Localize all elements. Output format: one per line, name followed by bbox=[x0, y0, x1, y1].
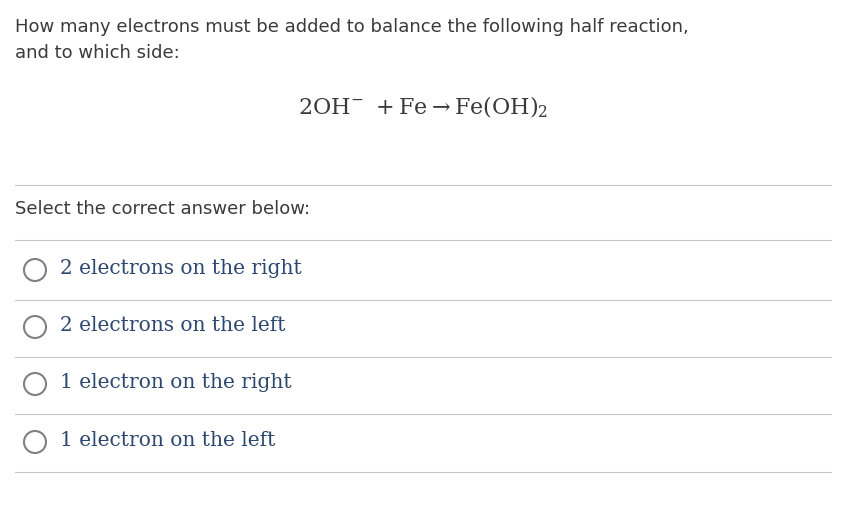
Text: $\mathregular{2OH^{-}}$$\mathregular{\ + Fe \rightarrow Fe(OH)_{2}}$: $\mathregular{2OH^{-}}$$\mathregular{\ +… bbox=[298, 95, 548, 120]
Text: How many electrons must be added to balance the following half reaction,: How many electrons must be added to bala… bbox=[15, 18, 689, 36]
Text: 2 electrons on the right: 2 electrons on the right bbox=[60, 259, 302, 278]
Text: 2 electrons on the left: 2 electrons on the left bbox=[60, 316, 285, 335]
Text: and to which side:: and to which side: bbox=[15, 44, 179, 62]
Text: 1 electron on the left: 1 electron on the left bbox=[60, 431, 276, 450]
Text: 1 electron on the right: 1 electron on the right bbox=[60, 373, 292, 392]
Text: Select the correct answer below:: Select the correct answer below: bbox=[15, 200, 310, 218]
